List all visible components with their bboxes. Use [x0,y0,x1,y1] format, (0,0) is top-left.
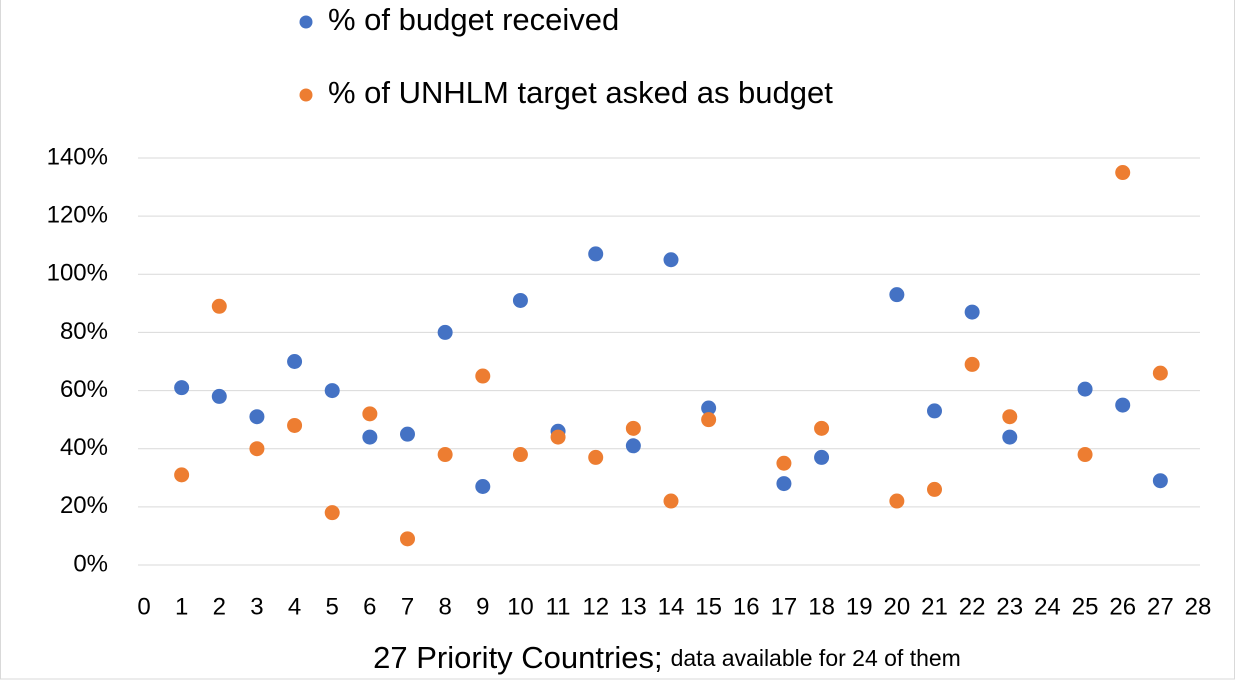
x-tick-label: 21 [921,593,948,620]
data-point [400,531,415,547]
x-tick-label: 10 [507,593,534,620]
data-point [437,447,453,463]
data-point [1115,397,1131,413]
x-tick-label: 22 [959,593,986,620]
x-tick-label: 18 [808,593,835,620]
x-tick-label: 26 [1109,593,1136,620]
data-point [927,481,942,497]
x-tick-label: 0 [137,593,150,620]
x-tick-label: 23 [996,593,1023,620]
data-point [512,292,528,308]
data-point [475,479,491,495]
data-point [889,287,905,303]
data-point [964,356,980,372]
data-point [625,438,641,454]
data-point [249,441,265,457]
data-point [512,447,528,463]
data-point [174,467,190,483]
x-tick-label: 12 [582,593,609,620]
data-point [1077,447,1093,463]
x-tick-label: 4 [288,593,301,620]
data-point [1152,473,1168,489]
legend-label: % of budget received [328,2,619,37]
x-tick-label: 9 [476,593,489,620]
x-tick-label: 13 [620,593,647,620]
x-tick-label: 7 [401,593,414,620]
data-point [814,449,830,465]
data-point [776,476,792,492]
data-point [1077,381,1093,397]
data-point [211,388,227,404]
x-tick-label: 5 [326,593,339,620]
y-tick-label: 100% [47,260,108,287]
y-tick-label: 0% [73,550,108,577]
x-tick-label: 8 [438,593,451,620]
data-point [701,412,717,428]
data-point [287,417,303,433]
data-point [625,420,641,436]
y-tick-label: 40% [60,434,108,461]
data-point [174,380,190,396]
data-point [475,368,491,384]
y-tick-label: 120% [47,201,108,228]
y-tick-label: 140% [47,143,108,170]
data-point [249,409,265,425]
data-point [889,493,905,509]
x-tick-label: 17 [771,593,798,620]
x-axis-label: 27 Priority Countries; data available for… [373,640,961,675]
data-point [362,406,378,422]
data-point [362,429,378,445]
x-axis-label-main: 27 Priority Countries; [373,640,662,675]
x-tick-label: 25 [1072,593,1099,620]
x-tick-label: 1 [175,593,188,620]
data-point [588,246,604,262]
data-point [588,449,604,465]
x-tick-label: 11 [546,593,571,620]
y-tick-label: 80% [60,318,108,345]
data-point [1152,365,1168,381]
x-tick-label: 6 [363,593,376,620]
x-tick-label: 27 [1147,593,1174,620]
y-tick-label: 20% [60,492,108,519]
data-point [701,400,717,416]
legend-marker [299,88,313,102]
x-tick-label: 24 [1034,593,1061,620]
data-point [324,505,340,521]
legend-label: % of UNHLM target asked as budget [328,75,833,110]
data-point [400,426,415,442]
x-tick-label: 15 [695,593,722,620]
data-point [964,304,980,320]
data-point [550,429,566,445]
x-tick-label: 20 [884,593,911,620]
data-point [287,354,303,369]
data-point [927,403,942,419]
data-point [1115,165,1131,181]
data-point [437,324,453,340]
x-tick-label: 3 [250,593,263,620]
data-point [1002,429,1018,445]
data-point [1002,409,1018,425]
data-point [324,383,340,399]
x-tick-label: 28 [1185,593,1212,620]
x-tick-label: 19 [846,593,873,620]
y-tick-label: 60% [60,376,108,403]
data-point [663,493,679,509]
x-axis-label-note: data available for 24 of them [671,645,961,671]
data-point [663,252,679,268]
x-tick-label: 14 [658,593,685,620]
data-point [814,420,830,436]
x-tick-label: 2 [213,593,226,620]
data-point [776,455,792,471]
data-point [211,298,227,314]
x-tick-label: 16 [733,593,760,620]
legend-marker [299,15,313,29]
